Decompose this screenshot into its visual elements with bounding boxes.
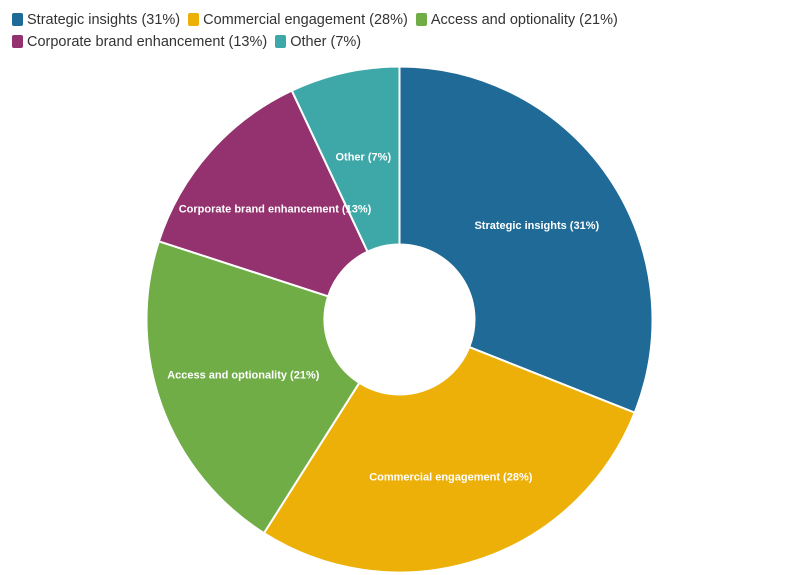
legend-swatch bbox=[415, 13, 427, 26]
legend-item-access-and-optionality[interactable]: Access and optionality (21%) bbox=[415, 10, 618, 29]
slice-label-strategic-insights: Strategic insights (31%) bbox=[474, 220, 599, 232]
slice-label-commercial-engagement: Commercial engagement (28%) bbox=[369, 471, 533, 483]
slice-labels-group: Strategic insights (31%) Commercial engag… bbox=[167, 151, 599, 483]
legend-label: Strategic insights (31%) bbox=[27, 11, 181, 28]
legend-item-commercial-engagement[interactable]: Commercial engagement (28%) bbox=[188, 10, 408, 29]
slice-commercial-engagement[interactable] bbox=[262, 346, 636, 574]
slices-group bbox=[145, 65, 654, 574]
chart-legend: Strategic insights (31%) Commercial engag… bbox=[12, 10, 782, 51]
legend-swatch bbox=[12, 13, 23, 26]
legend-label: Commercial engagement (28%) bbox=[203, 11, 408, 28]
legend-item-corporate-brand-enhancement[interactable]: Corporate brand enhancement (13%) bbox=[12, 32, 267, 51]
legend-swatch bbox=[12, 35, 23, 48]
legend-item-strategic-insights[interactable]: Strategic insights (31%) bbox=[12, 10, 180, 29]
slice-label-access-and-optionality: Access and optionality (21%) bbox=[167, 370, 320, 382]
slice-other[interactable] bbox=[290, 65, 401, 253]
legend-swatch bbox=[275, 35, 287, 48]
slice-label-other: Other (7%) bbox=[335, 151, 391, 163]
slice-label-corporate-brand-enhancement: Corporate brand enhancement (13%) bbox=[179, 204, 372, 216]
legend-label: Corporate brand enhancement (13%) bbox=[27, 33, 268, 50]
legend-swatch bbox=[188, 13, 200, 26]
legend-label: Other (7%) bbox=[290, 33, 362, 50]
legend-item-other[interactable]: Other (7%) bbox=[275, 32, 361, 51]
slice-strategic-insights[interactable] bbox=[398, 65, 654, 414]
slice-access-and-optionality[interactable] bbox=[145, 240, 361, 535]
legend-label: Access and optionality (21%) bbox=[430, 11, 618, 28]
